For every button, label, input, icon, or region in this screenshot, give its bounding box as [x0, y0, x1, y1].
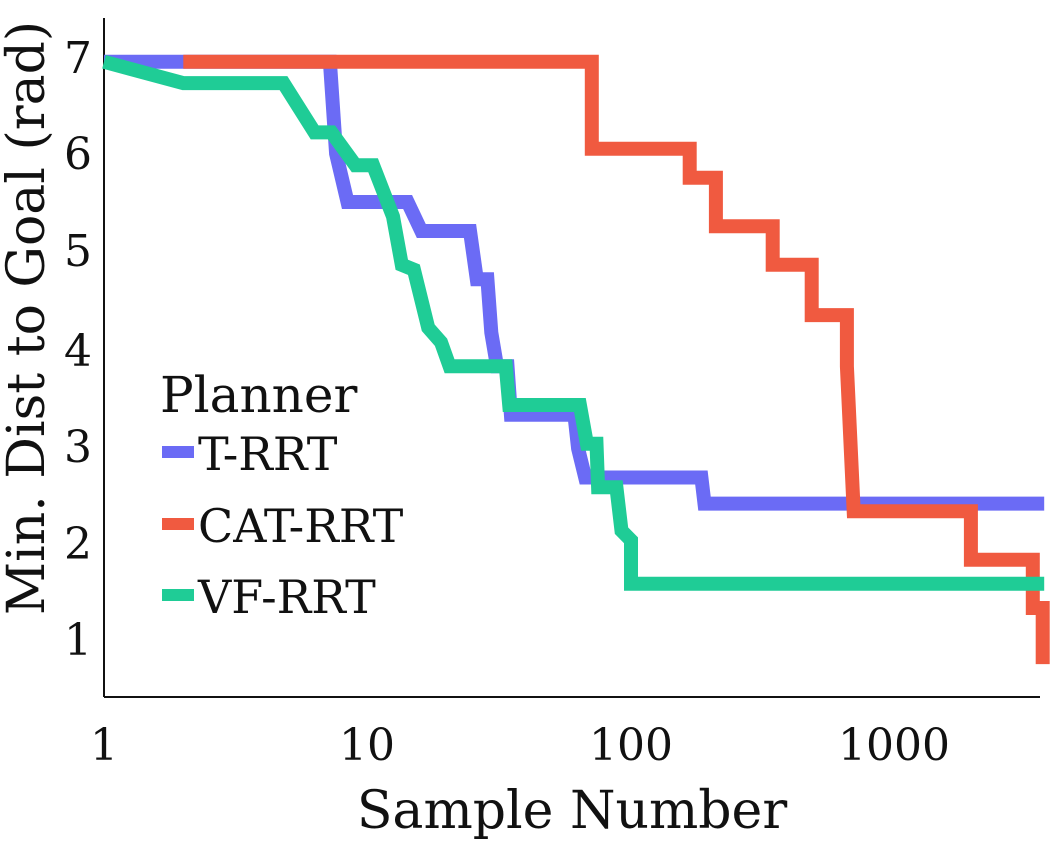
- y-tick-label-5: 5: [64, 226, 92, 277]
- series-group: [102, 54, 1050, 665]
- x-axis-title: Sample Number: [357, 781, 788, 841]
- series-line-cat-rrt: [183, 54, 1050, 665]
- legend-title: Planner: [160, 366, 357, 424]
- y-tick-label-3: 3: [64, 422, 92, 473]
- series-line-t-rrt: [104, 54, 1045, 511]
- legend: Planner T-RRT CAT-RRT VF-RRT: [160, 366, 404, 624]
- series-line-vf-rrt: [102, 55, 1045, 591]
- legend-label-cat-rrt: CAT-RRT: [198, 499, 404, 553]
- y-tick-label-6: 6: [64, 129, 92, 180]
- x-tick-label-10: 10: [339, 720, 395, 771]
- y-tick-label-4: 4: [64, 326, 92, 377]
- x-tick-label-100: 100: [589, 720, 673, 771]
- x-tick-label-1: 1: [90, 720, 118, 771]
- y-tick-label-2: 2: [64, 519, 92, 570]
- legend-label-t-rrt: T-RRT: [198, 427, 338, 481]
- y-tick-label-1: 1: [64, 615, 92, 666]
- x-tick-label-1000: 1000: [838, 720, 950, 771]
- y-tick-label-7: 7: [64, 33, 92, 84]
- legend-label-vf-rrt: VF-RRT: [197, 570, 376, 624]
- y-axis-title: Min. Dist to Goal (rad): [0, 21, 57, 615]
